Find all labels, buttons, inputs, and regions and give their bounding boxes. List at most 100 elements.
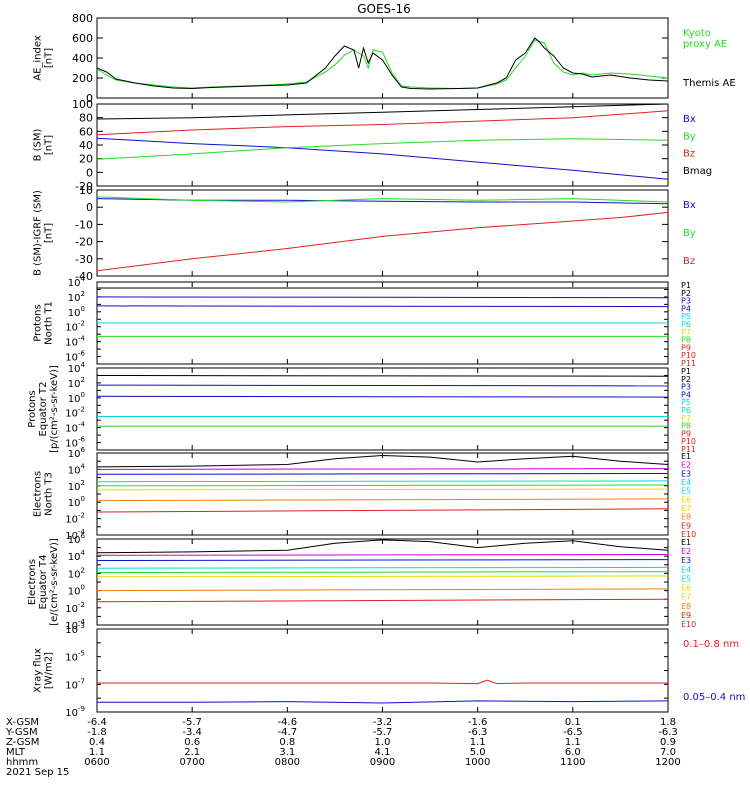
y-tick-label: 0 — [86, 201, 93, 214]
orbit-value: 1.1 — [470, 737, 486, 748]
channel-label-e7: E7 — [681, 593, 691, 602]
channel-label-p10: P10 — [681, 351, 696, 360]
channel-label-e7: E7 — [681, 504, 691, 513]
orbit-value: -6.3 — [468, 727, 488, 738]
series-line-4 — [97, 566, 668, 569]
orbit-value: -4.7 — [278, 727, 298, 738]
channel-label-p8: P8 — [681, 422, 691, 431]
channel-label-e3: E3 — [681, 469, 691, 478]
series-line-1 — [97, 39, 668, 90]
channel-label-p9: P9 — [681, 343, 691, 352]
plot-frame — [96, 628, 669, 713]
series-line-1 — [97, 679, 668, 685]
series-line-4 — [97, 104, 668, 120]
plot-frame — [96, 103, 669, 187]
channel-label-p3: P3 — [681, 383, 691, 392]
orbit-value: 1.0 — [375, 737, 391, 748]
channel-label-p2: P2 — [681, 289, 691, 298]
orbit-value: 0.8 — [279, 737, 295, 748]
series-line-6 — [97, 575, 668, 578]
series-line-2 — [97, 138, 668, 160]
series-group — [97, 539, 668, 603]
channel-label-p2: P2 — [681, 375, 691, 384]
legend-label: proxy AE — [683, 39, 727, 50]
y-axis-label: B (SM)-IGRF (SM) — [33, 190, 44, 276]
y-tick-label: 10-2 — [65, 512, 85, 526]
series-line-7 — [97, 588, 668, 592]
y-tick-label: 10-3 — [65, 622, 85, 636]
y-tick-label: -10 — [75, 218, 93, 231]
legend-label: Bx — [683, 200, 696, 211]
orbit-value: 4.1 — [375, 747, 391, 758]
y-tick-label: 10-2 — [65, 601, 85, 615]
y-axis-label: [nT] — [44, 48, 55, 68]
y-tick-label: 80 — [79, 112, 93, 125]
orbit-value: 3.1 — [279, 747, 295, 758]
y-tick-label: 10-5 — [65, 650, 85, 664]
series-line-8 — [97, 508, 668, 513]
channel-label-e5: E5 — [681, 574, 691, 583]
series-line-5 — [97, 484, 668, 487]
orbit-value: 0900 — [370, 757, 395, 768]
legend-label: By — [683, 131, 696, 142]
orbit-value: 0.1 — [565, 717, 581, 728]
date-label: 2021 Sep 15 — [6, 767, 69, 778]
y-axis-label: Xray flux — [33, 648, 44, 693]
y-axis-label: [p/(cm²-s-sr-keV)] — [49, 365, 60, 453]
channel-label-p1: P1 — [681, 281, 691, 290]
channel-label-p4: P4 — [681, 304, 691, 313]
series-group — [97, 37, 668, 90]
y-tick-label: 400 — [72, 52, 93, 65]
channel-label-p7: P7 — [681, 414, 691, 423]
channel-label-e8: E8 — [681, 602, 691, 611]
channel-label-p4: P4 — [681, 390, 691, 399]
y-tick-label: -40 — [75, 270, 93, 283]
channel-label-p10: P10 — [681, 437, 696, 446]
legend-label: 0.1–0.8 nm — [683, 639, 739, 650]
channel-label-e10: E10 — [681, 530, 696, 539]
channel-label-e6: E6 — [681, 495, 691, 504]
orbit-value: 1200 — [655, 757, 680, 768]
y-axis-label: [nT] — [44, 135, 55, 155]
series-line-6 — [97, 488, 668, 491]
channel-label-e5: E5 — [681, 487, 691, 496]
channel-label-e6: E6 — [681, 584, 691, 593]
y-tick-label: 100 — [68, 305, 85, 319]
series-group — [97, 196, 668, 272]
orbit-value: -1.6 — [468, 717, 488, 728]
legend-label: Bmag — [683, 166, 712, 177]
y-tick-label: -20 — [75, 236, 93, 249]
y-tick-label: 106 — [68, 446, 86, 460]
series-line-8 — [97, 598, 668, 603]
orbit-row-label: X-GSM — [6, 717, 39, 728]
y-tick-label: 104 — [68, 361, 86, 375]
orbit-value: 1100 — [560, 757, 585, 768]
channel-label-e2: E2 — [681, 461, 691, 470]
series-line-2 — [97, 196, 668, 203]
y-tick-label: 10-6 — [65, 436, 85, 450]
panel-bigrf: -40 -30 -20 -10 0 10 B (SM)-IGRF (SM) [nT] Bx By B… — [33, 184, 696, 283]
channel-label-p11: P11 — [681, 445, 696, 454]
y-tick-label: 20 — [79, 153, 93, 166]
y-tick-label: 104 — [68, 275, 86, 289]
legend-label: Themis AE — [682, 78, 736, 89]
y-axis-label: North T1 — [44, 301, 55, 345]
channel-label-p1: P1 — [681, 367, 691, 376]
series-line-1 — [97, 539, 668, 554]
channel-label-p11: P11 — [681, 359, 696, 368]
y-axis-label: Protons — [27, 390, 38, 427]
y-tick-label: 40 — [79, 139, 93, 152]
plot-frame — [96, 367, 669, 451]
y-tick-label: 102 — [68, 290, 85, 304]
y-tick-label: 102 — [68, 376, 85, 390]
y-tick-label: 60 — [79, 125, 93, 138]
orbit-row-label: MLT — [6, 747, 26, 758]
series-line-2 — [97, 296, 668, 299]
channel-label-p6: P6 — [681, 320, 691, 329]
orbit-value: -5.7 — [182, 717, 202, 728]
orbit-value: 2.1 — [184, 747, 200, 758]
legend-label: Bz — [683, 256, 695, 267]
